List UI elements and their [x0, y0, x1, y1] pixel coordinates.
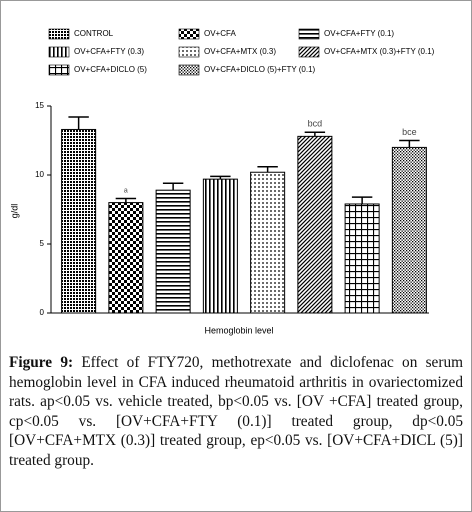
bar [391, 146, 427, 314]
legend-label: OV+CFA+DICLO (5) [74, 65, 147, 74]
legend-label: OV+CFA+MTX (0.3) [204, 47, 276, 56]
legend-label: OV+CFA+FTY (0.1) [324, 29, 394, 38]
x-axis-label: Hemoglobin level [204, 325, 273, 335]
legend-swatch [178, 46, 200, 58]
chart: g/dl Hemoglobin level CONTROL OV+CFA OV+CF… [9, 28, 435, 335]
legend-swatch [298, 46, 320, 58]
bar [108, 202, 144, 314]
bar-annotation: a [124, 187, 128, 194]
legend-label: OV+CFA [204, 29, 236, 38]
caption-text: Effect of FTY720, methotrexate and diclo… [9, 354, 463, 469]
bar [202, 178, 238, 314]
y-tick-label: 15 [35, 101, 44, 110]
y-axis-label: g/dl [9, 204, 19, 219]
y-tick-label: 0 [40, 308, 45, 317]
bar [250, 171, 286, 314]
legend-swatch [48, 64, 70, 76]
caption: Figure 9: Effect of FTY720, methotrexate… [9, 353, 463, 470]
legend-label: OV+CFA+FTY (0.3) [74, 47, 144, 56]
bar [344, 203, 380, 314]
bar-annotation: bcd [308, 119, 323, 129]
legend-swatch [48, 28, 70, 40]
bar [297, 135, 333, 314]
legend-swatch [48, 46, 70, 58]
legend-label: CONTROL [74, 29, 114, 38]
legend-swatch [298, 28, 320, 40]
y-tick-label: 10 [35, 170, 44, 179]
caption-label: Figure 9: [9, 354, 74, 371]
legend-label: OV+CFA+MTX (0.3)+FTY (0.1) [324, 47, 435, 56]
legend-label: OV+CFA+DICLO (5)+FTY (0.1) [204, 65, 316, 74]
legend-swatch [178, 64, 200, 76]
bar [61, 128, 97, 314]
y-tick-label: 5 [40, 239, 45, 248]
legend-swatch [178, 28, 200, 40]
bar [155, 189, 191, 314]
bar-annotation: bce [402, 127, 417, 137]
